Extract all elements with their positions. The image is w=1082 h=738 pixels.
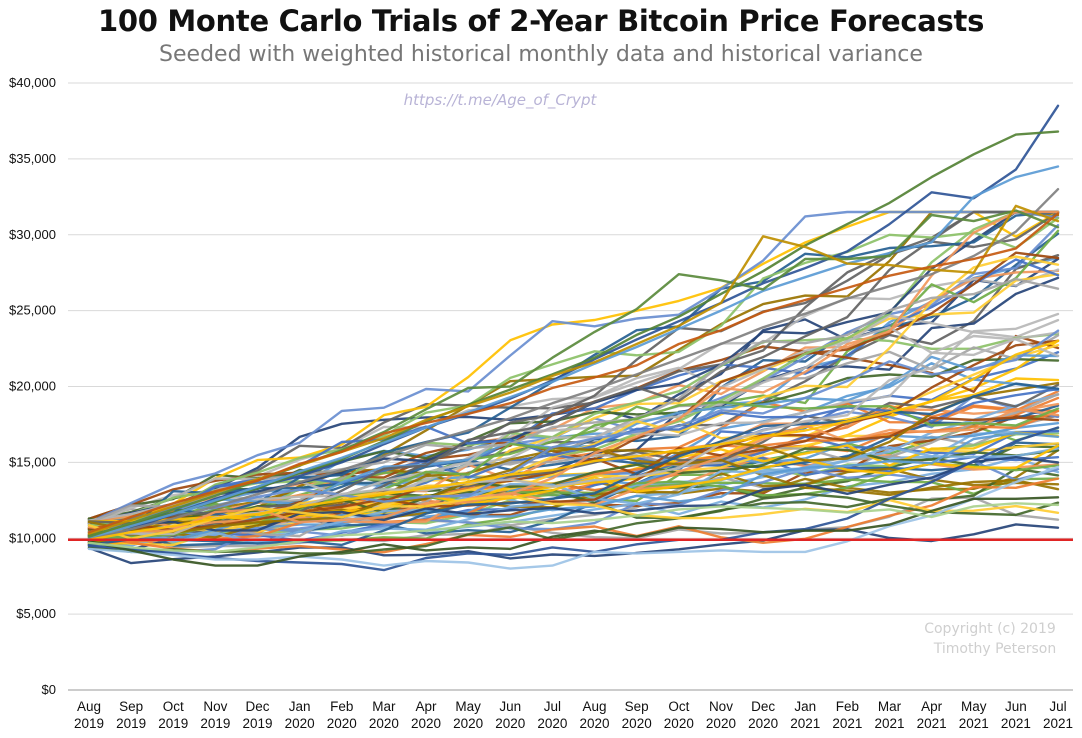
trial-line (87, 187, 1060, 541)
trial-line (87, 354, 1060, 534)
x-tick-label-year: 2021 (832, 716, 862, 731)
x-tick-label-year: 2020 (706, 716, 736, 731)
x-tick-label-month: Aug (77, 699, 101, 714)
x-tick-label-year: 2020 (495, 716, 525, 731)
x-tick-label-year: 2020 (580, 716, 610, 731)
x-tick-label-month: Sep (625, 699, 649, 714)
x-tick-label-month: Jan (794, 699, 816, 714)
trial-line (87, 446, 1060, 545)
x-tick-label-year: 2020 (369, 716, 399, 731)
y-tick-label: $40,000 (9, 75, 56, 90)
trial-line (87, 392, 1060, 538)
x-tick-label-month: Dec (246, 699, 270, 714)
y-tick-label: $0 (42, 682, 56, 697)
trial-line (87, 381, 1060, 534)
x-tick-label-month: Nov (709, 699, 733, 714)
x-tick-label-year: 2020 (327, 716, 357, 731)
x-tick-label-month: Apr (416, 699, 438, 714)
x-tick-label-month: Dec (751, 699, 775, 714)
x-tick-label-year: 2019 (74, 716, 104, 731)
x-tick-label-month: Apr (921, 699, 943, 714)
chart-title: 100 Monte Carlo Trials of 2-Year Bitcoin… (97, 4, 985, 38)
trial-line (87, 212, 1060, 534)
x-tick-label-year: 2021 (959, 716, 989, 731)
x-tick-label-month: Oct (668, 699, 689, 714)
trial-line (87, 165, 1060, 540)
trial-line (87, 216, 1060, 527)
y-tick-label: $5,000 (16, 606, 56, 621)
trial-line (87, 495, 1060, 540)
y-axis-tick-labels: $0 $5,000 $10,000 $15,000 $20,000 $25,000 $30,… (9, 75, 56, 697)
x-tick-label-year: 2021 (874, 716, 904, 731)
trial-line (87, 416, 1060, 532)
x-tick-label-month: Aug (583, 699, 607, 714)
x-tick-label-year: 2019 (200, 716, 230, 731)
x-tick-label-year: 2020 (537, 716, 567, 731)
chart-subtitle: Seeded with weighted historical monthly … (159, 42, 923, 67)
trial-line (87, 382, 1060, 547)
x-tick-label-year: 2020 (622, 716, 652, 731)
y-tick-label: $10,000 (9, 530, 56, 545)
trial-series-lines (87, 104, 1060, 572)
x-tick-label-month: Jan (289, 699, 311, 714)
trial-line (87, 329, 1060, 534)
trial-line (87, 456, 1060, 537)
y-tick-label: $15,000 (9, 454, 56, 469)
x-tick-label-year: 2020 (285, 716, 315, 731)
trial-line (87, 339, 1060, 541)
trial-line (87, 210, 1060, 524)
trial-line (87, 362, 1060, 526)
x-tick-label-month: Jun (1005, 699, 1027, 714)
x-tick-label-month: Mar (878, 699, 902, 714)
x-tick-label-year: 2021 (790, 716, 820, 731)
x-tick-label-month: Sep (119, 699, 143, 714)
x-tick-label-year: 2019 (158, 716, 188, 731)
x-tick-label-month: Feb (836, 699, 859, 714)
trial-line (87, 465, 1060, 570)
x-tick-label-month: Jun (499, 699, 521, 714)
x-tick-label-year: 2021 (917, 716, 947, 731)
copyright-line-2: Timothy Peterson (933, 641, 1056, 657)
x-tick-label-year: 2020 (748, 716, 778, 731)
x-axis-tick-labels: Aug 2019 Sep 2019 Oct 2019 Nov 2019 Dec 2019 Jan 20… (74, 699, 1073, 731)
x-tick-label-year: 2021 (1043, 716, 1073, 731)
trial-line (87, 523, 1060, 565)
x-tick-label-month: Feb (330, 699, 353, 714)
x-tick-label-year: 2019 (242, 716, 272, 731)
x-tick-label-month: Mar (372, 699, 396, 714)
trial-line (87, 431, 1060, 541)
trial-line (87, 496, 1060, 567)
y-gridlines (68, 82, 1073, 691)
x-tick-label-year: 2020 (664, 716, 694, 731)
y-tick-label: $30,000 (9, 227, 56, 242)
x-tick-label-month: May (961, 699, 987, 714)
y-tick-label: $35,000 (9, 151, 56, 166)
x-tick-label-month: Jul (1049, 699, 1066, 714)
copyright-line-1: Copyright (c) 2019 (924, 621, 1056, 637)
y-tick-label: $20,000 (9, 379, 56, 394)
x-tick-label-month: Nov (203, 699, 227, 714)
trial-line (87, 492, 1060, 555)
x-tick-label-year: 2021 (1001, 716, 1031, 731)
x-tick-label-year: 2019 (116, 716, 146, 731)
x-tick-label-month: Oct (163, 699, 184, 714)
x-tick-label-month: May (455, 699, 481, 714)
trial-line (87, 130, 1060, 537)
x-tick-label-year: 2020 (453, 716, 483, 731)
y-tick-label: $25,000 (9, 303, 56, 318)
x-tick-label-year: 2020 (411, 716, 441, 731)
trial-line (87, 502, 1060, 554)
watermark-text: https://t.me/Age_of_Crypt (404, 91, 598, 110)
x-tick-label-month: Jul (544, 699, 561, 714)
